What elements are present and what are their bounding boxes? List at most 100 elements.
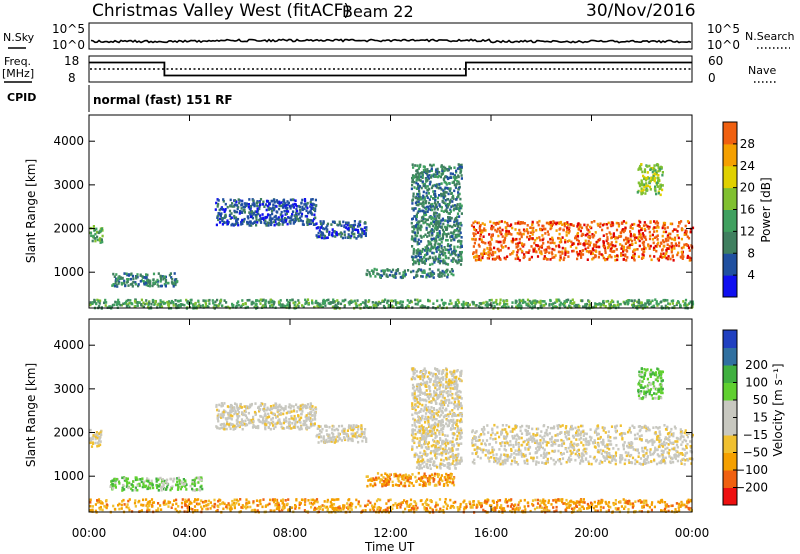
echo-cell bbox=[583, 305, 586, 309]
echo-cell bbox=[412, 252, 415, 255]
echo-cell bbox=[637, 255, 640, 258]
echo-cell bbox=[422, 190, 425, 194]
echo-cell bbox=[380, 274, 384, 278]
echo-cell bbox=[604, 249, 607, 252]
echo-cell bbox=[557, 250, 560, 254]
echo-cell bbox=[155, 280, 158, 284]
echo-cell bbox=[672, 244, 676, 248]
echo-cell bbox=[377, 476, 380, 480]
echo-cell bbox=[157, 489, 160, 492]
echo-cell bbox=[279, 408, 282, 412]
echo-cell bbox=[600, 253, 603, 256]
echo-cell bbox=[269, 207, 272, 211]
echo-cell bbox=[91, 441, 94, 444]
echo-cell bbox=[446, 475, 449, 479]
echo-cell bbox=[580, 226, 584, 230]
echo-cell bbox=[516, 232, 519, 235]
echo-cell bbox=[658, 244, 661, 248]
echo-cell bbox=[424, 233, 427, 237]
echo-cell bbox=[355, 304, 358, 308]
echo-cell bbox=[342, 299, 345, 303]
echo-cell bbox=[436, 299, 439, 303]
echo-cell bbox=[443, 403, 446, 407]
echo-cell bbox=[350, 301, 353, 304]
echo-cell bbox=[447, 243, 450, 246]
echo-cell bbox=[413, 174, 416, 178]
echo-cell bbox=[440, 219, 443, 222]
echo-cell bbox=[198, 488, 202, 492]
echo-cell bbox=[454, 253, 457, 257]
echo-cell bbox=[437, 242, 440, 246]
echo-cell bbox=[229, 422, 232, 425]
echo-cell bbox=[444, 270, 447, 274]
echo-cell bbox=[488, 255, 491, 258]
echo-cell bbox=[455, 386, 459, 389]
echo-cell bbox=[220, 212, 223, 215]
echo-cell bbox=[417, 382, 420, 386]
echo-cell bbox=[275, 205, 278, 208]
echo-cell bbox=[494, 223, 497, 226]
echo-cell bbox=[455, 204, 458, 208]
echo-cell bbox=[680, 237, 683, 241]
echo-cell bbox=[455, 442, 459, 445]
echo-cell bbox=[117, 281, 120, 285]
echo-cell bbox=[638, 305, 641, 309]
echo-cell bbox=[517, 220, 520, 224]
echo-cell bbox=[123, 279, 126, 283]
echo-cell bbox=[449, 480, 452, 484]
echo-cell bbox=[299, 404, 302, 408]
echo-cell bbox=[250, 224, 253, 227]
echo-cell bbox=[293, 414, 296, 418]
echo-cell bbox=[296, 209, 299, 213]
echo-cell bbox=[279, 204, 283, 208]
echo-cell bbox=[222, 410, 225, 414]
echo-cell bbox=[176, 483, 179, 487]
echo-cell bbox=[126, 477, 129, 481]
echo-cell bbox=[516, 255, 519, 259]
echo-cell bbox=[415, 213, 418, 217]
power-colorbar-swatch bbox=[723, 209, 737, 232]
echo-cell bbox=[673, 228, 676, 231]
echo-cell bbox=[204, 303, 208, 306]
echo-cell bbox=[425, 228, 428, 231]
echo-cell bbox=[606, 226, 609, 230]
echo-cell bbox=[626, 246, 629, 249]
echo-cell bbox=[460, 163, 463, 167]
echo-cell bbox=[425, 249, 428, 253]
echo-cell bbox=[417, 268, 420, 271]
echo-cell bbox=[357, 428, 360, 431]
echo-cell bbox=[423, 213, 426, 217]
echo-cell bbox=[283, 200, 286, 204]
power-panel-frame bbox=[88, 114, 693, 309]
echo-cell bbox=[489, 247, 492, 250]
echo-cell bbox=[675, 303, 678, 307]
echo-cell bbox=[685, 304, 688, 308]
echo-cell bbox=[686, 303, 689, 307]
echo-cell bbox=[510, 233, 513, 236]
echo-cell bbox=[438, 232, 441, 235]
echo-cell bbox=[614, 237, 617, 240]
echo-cell bbox=[422, 221, 425, 225]
echo-cell bbox=[263, 407, 266, 411]
power-colorbar-tick-label: 16 bbox=[740, 203, 755, 217]
echo-cell bbox=[579, 242, 582, 245]
echo-cell bbox=[562, 228, 565, 232]
echo-cell bbox=[236, 414, 239, 418]
echo-cell bbox=[308, 210, 311, 214]
echo-cell bbox=[428, 182, 431, 186]
echo-cell bbox=[633, 238, 636, 241]
echo-cell bbox=[569, 299, 572, 303]
echo-cell bbox=[629, 232, 632, 236]
echo-cell bbox=[133, 299, 137, 303]
echo-cell bbox=[525, 251, 528, 254]
echo-cell bbox=[661, 249, 664, 252]
echo-cell bbox=[646, 188, 649, 192]
echo-cell bbox=[450, 272, 453, 276]
echo-cell bbox=[412, 176, 415, 180]
echo-cell bbox=[467, 305, 470, 308]
echo-cell bbox=[661, 234, 664, 238]
echo-cell bbox=[431, 273, 434, 276]
echo-cell bbox=[384, 472, 387, 475]
echo-cell bbox=[183, 482, 186, 485]
echo-cell bbox=[670, 250, 673, 254]
